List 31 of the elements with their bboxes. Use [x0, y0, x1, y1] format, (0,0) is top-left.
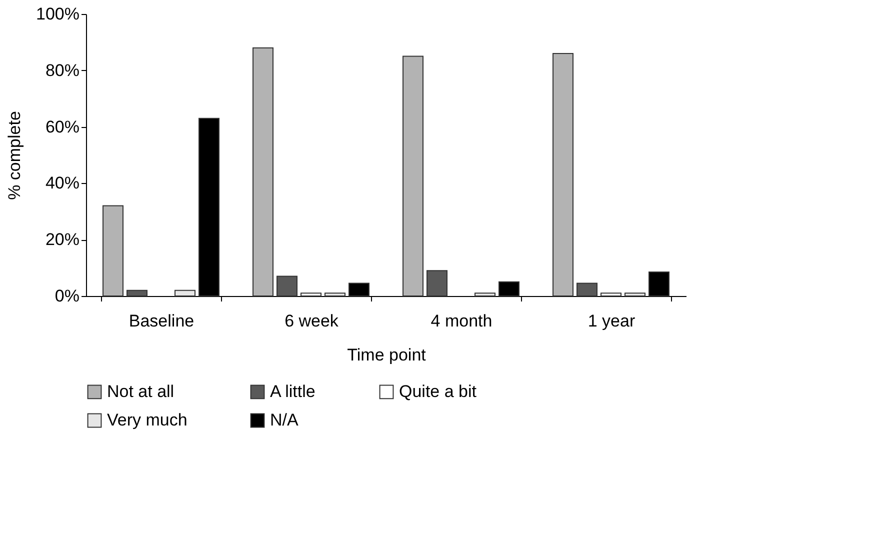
y-tick-label: 60%: [45, 117, 80, 136]
x-tick-label: 1 year: [588, 312, 636, 330]
bar: [576, 282, 598, 296]
legend-label: Very much: [107, 410, 188, 430]
bar: [402, 56, 424, 296]
legend-label: N/A: [270, 410, 299, 430]
y-axis-title: % complete: [5, 111, 24, 200]
legend-label: Quite a bit: [399, 382, 477, 401]
legend-label: Not at all: [107, 382, 174, 401]
y-tick-label: 40%: [45, 174, 80, 193]
bar: [126, 290, 148, 296]
bar: [102, 205, 124, 296]
x-tick-label: 4 month: [430, 312, 492, 330]
x-tick-label: Baseline: [128, 312, 194, 330]
y-tick-label: 0%: [54, 286, 80, 306]
y-tick-label: 20%: [45, 230, 80, 250]
bar: [600, 292, 622, 296]
bar: [300, 292, 322, 296]
y-tick-label: 100%: [36, 4, 80, 24]
y-tick-label: 80%: [45, 60, 80, 80]
x-axis-title: Time point: [347, 346, 426, 364]
bar: [474, 292, 496, 296]
bar: [624, 292, 646, 296]
bar: [276, 276, 298, 296]
bar: [174, 290, 196, 296]
x-tick-label: 6 week: [284, 312, 339, 330]
bar: [426, 270, 448, 296]
bar: [324, 292, 346, 296]
bar: [552, 52, 574, 296]
legend-label: A little: [270, 382, 316, 401]
bar: [252, 47, 274, 296]
